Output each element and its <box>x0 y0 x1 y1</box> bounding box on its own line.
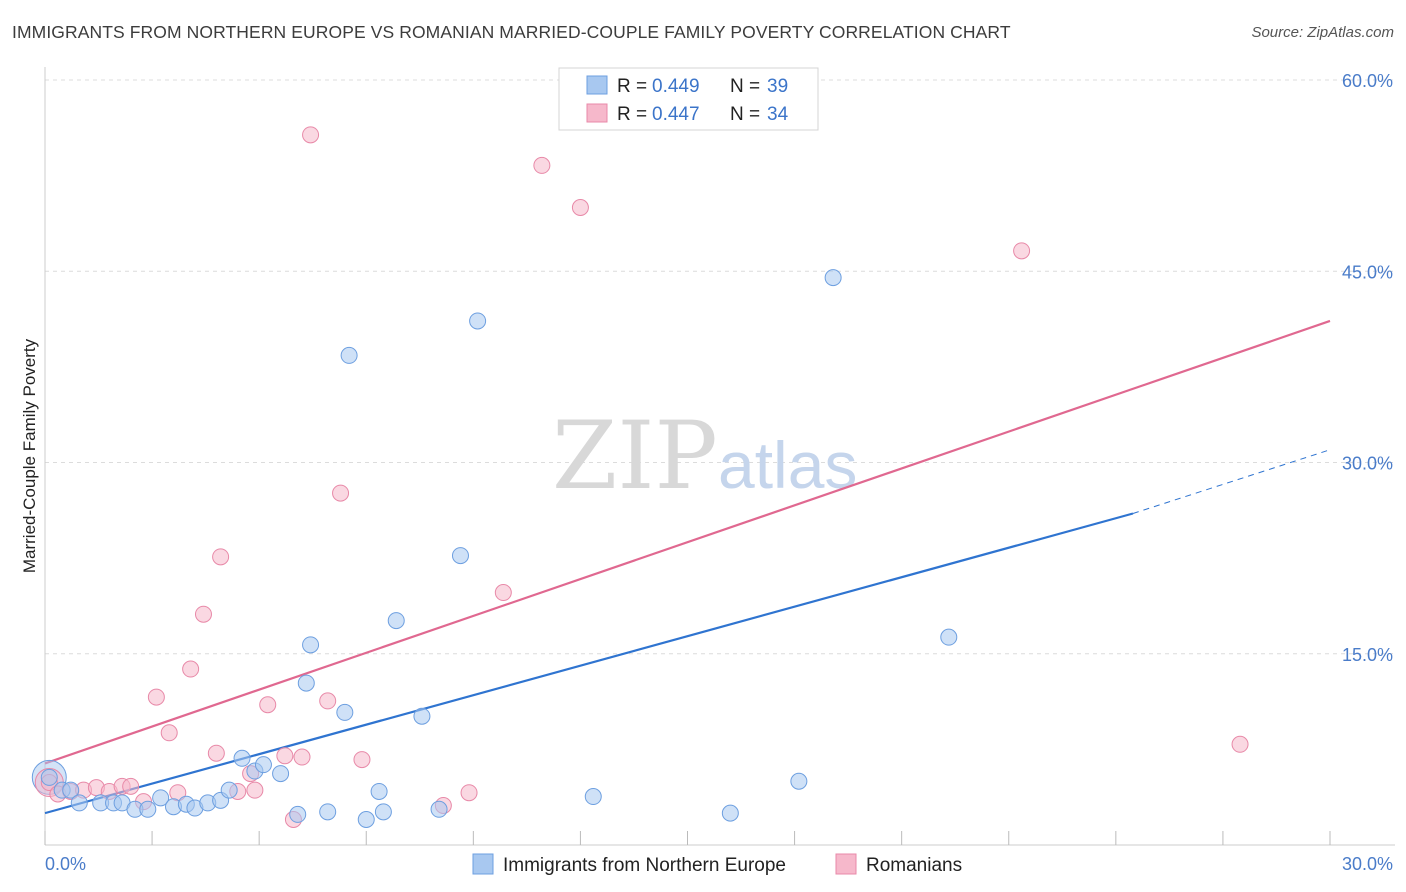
point-romanians <box>571 199 589 216</box>
chart-title: IMMIGRANTS FROM NORTHERN EUROPE VS ROMAN… <box>12 22 1011 42</box>
point-northern-europe <box>254 756 272 774</box>
top-legend: R = 0.449 N = 39 R = 0.447 N = 34 <box>558 67 819 131</box>
legend-blue-n-value: 39 <box>767 76 788 97</box>
x-tick-label-max: 30.0% <box>1342 854 1393 874</box>
bottom-legend-blue-swatch <box>472 853 494 875</box>
point-northern-europe <box>139 800 157 818</box>
point-northern-europe <box>40 768 58 786</box>
legend-pink-r-value: 0.447 <box>652 104 700 125</box>
point-romanians <box>293 748 311 766</box>
point-romanians <box>259 696 277 714</box>
point-romanians <box>319 692 337 710</box>
point-northern-europe <box>336 703 354 721</box>
point-northern-europe <box>370 782 388 800</box>
point-romanians <box>494 584 512 602</box>
point-romanians <box>460 784 478 802</box>
grid <box>45 79 1395 655</box>
point-northern-europe <box>357 811 375 828</box>
watermark-zip: ZIP <box>552 402 718 511</box>
point-romanians <box>122 777 140 795</box>
point-romanians <box>207 744 225 762</box>
watermark: ZIP atlas <box>552 402 857 511</box>
y-tick-label-30: 30.0% <box>1342 454 1393 474</box>
x-tick-label-min: 0.0% <box>45 854 86 874</box>
bottom-legend: Immigrants from Northern Europe Romanian… <box>472 853 962 876</box>
trend-line-northern-europe-extension <box>1132 449 1331 514</box>
y-tick-label-45: 45.0% <box>1342 262 1393 282</box>
point-northern-europe <box>233 749 251 767</box>
point-northern-europe <box>302 636 320 654</box>
point-northern-europe <box>430 800 448 818</box>
point-northern-europe <box>387 612 405 630</box>
legend-blue-n-label: N = <box>730 76 760 97</box>
bottom-legend-blue-label: Immigrants from Northern Europe <box>503 855 786 876</box>
point-northern-europe <box>413 707 431 725</box>
bottom-legend-pink-swatch <box>835 853 857 875</box>
source-credit: Source: ZipAtlas.com <box>1251 24 1394 41</box>
legend-pink-swatch <box>586 103 608 123</box>
point-romanians <box>276 747 294 765</box>
point-romanians <box>246 781 264 799</box>
point-northern-europe <box>289 805 307 823</box>
point-romanians <box>147 688 165 706</box>
legend-blue-swatch <box>586 75 608 95</box>
point-northern-europe <box>374 803 392 821</box>
point-romanians <box>194 605 212 623</box>
point-northern-europe <box>790 772 808 790</box>
point-romanians <box>353 751 371 769</box>
point-romanians <box>1013 242 1031 260</box>
tick-labels: 15.0% 30.0% 45.0% 60.0% 0.0% 30.0% <box>45 71 1393 874</box>
point-northern-europe <box>152 789 170 807</box>
y-tick-label-15: 15.0% <box>1342 645 1393 665</box>
watermark-atlas: atlas <box>718 428 857 502</box>
trend-line-northern-europe <box>44 512 1134 815</box>
legend-pink-n-label: N = <box>730 104 760 125</box>
bottom-legend-pink-label: Romanians <box>866 855 962 876</box>
point-northern-europe <box>940 628 958 646</box>
trend-line-romanians <box>44 319 1331 765</box>
legend-blue-r-value: 0.449 <box>652 76 700 97</box>
point-romanians <box>160 724 178 742</box>
point-northern-europe <box>70 794 88 812</box>
y-tick-label-60: 60.0% <box>1342 71 1393 91</box>
point-northern-europe <box>297 674 315 692</box>
legend-blue-r-label: R = <box>617 76 647 97</box>
point-romanians <box>332 484 350 502</box>
point-romanians <box>302 126 320 144</box>
point-romanians <box>533 156 551 174</box>
point-romanians <box>212 548 230 566</box>
point-northern-europe <box>824 269 842 287</box>
point-northern-europe <box>451 547 469 565</box>
point-northern-europe <box>220 781 238 799</box>
legend-pink-n-value: 34 <box>767 104 789 125</box>
trend-lines <box>44 319 1331 815</box>
point-northern-europe <box>62 781 80 799</box>
point-romanians <box>182 660 200 678</box>
point-romanians <box>1231 735 1249 753</box>
point-northern-europe <box>319 803 337 821</box>
legend-pink-r-label: R = <box>617 104 647 125</box>
point-northern-europe <box>340 346 358 364</box>
point-northern-europe <box>721 804 739 822</box>
y-axis-label: Married-Couple Family Poverty <box>20 338 39 573</box>
data-points <box>31 126 1249 828</box>
axes <box>44 67 1395 846</box>
point-northern-europe <box>584 788 602 806</box>
point-northern-europe <box>272 765 290 783</box>
point-northern-europe <box>469 312 487 330</box>
